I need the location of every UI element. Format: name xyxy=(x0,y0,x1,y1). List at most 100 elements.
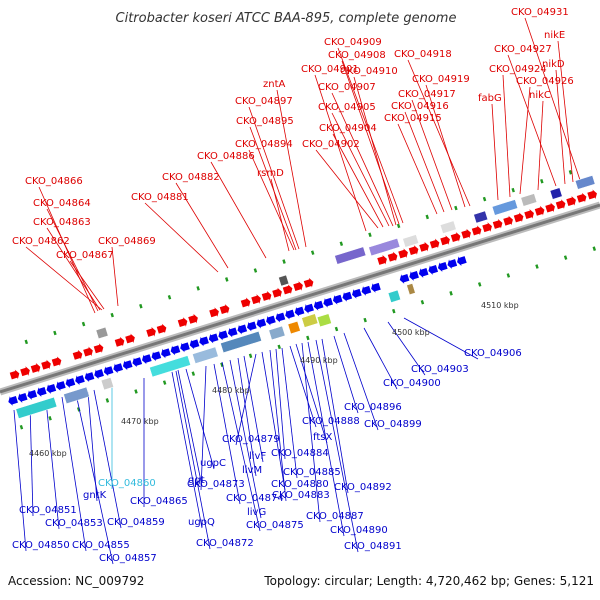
leader-line xyxy=(524,17,581,181)
minus-strand-gene xyxy=(313,300,324,311)
scale-tick xyxy=(334,326,339,332)
scale-tick xyxy=(48,416,52,421)
scale-tick xyxy=(363,317,367,323)
scale-label: 4510 kbp xyxy=(481,301,519,310)
scale-tick xyxy=(162,380,167,385)
scale-tick xyxy=(134,389,138,394)
gene-label: nikE xyxy=(544,30,565,41)
minus-strand-gene xyxy=(371,282,381,293)
leader-line xyxy=(276,89,307,248)
plus-strand-gene xyxy=(93,343,104,354)
scale-label: 4480 kbp xyxy=(212,386,250,395)
leader-line xyxy=(281,347,298,479)
minus-strand-gene xyxy=(361,285,372,296)
leader-line xyxy=(248,149,295,251)
scale-tick xyxy=(19,424,24,430)
gene-label: CKO_04907 xyxy=(318,82,376,93)
leader-line xyxy=(46,227,101,311)
feature-block xyxy=(406,283,416,296)
gene-label: livM xyxy=(242,465,262,476)
leader-line xyxy=(555,69,566,185)
scale-tick xyxy=(81,321,86,327)
plus-strand-gene xyxy=(146,327,156,337)
scale-tick xyxy=(477,282,482,287)
leader-line xyxy=(537,100,544,191)
gene-label: CKO_04903 xyxy=(411,364,469,375)
leader-line xyxy=(331,92,394,227)
plus-strand-gene xyxy=(51,356,62,367)
scale-label: 4490 kbp xyxy=(300,356,338,365)
scale-tick xyxy=(253,268,258,273)
gene-label: CKO_04896 xyxy=(344,402,402,413)
gene-label: CKO_04859 xyxy=(107,517,165,528)
leader-line xyxy=(337,47,404,224)
leader-line xyxy=(321,338,349,494)
plus-strand-gene xyxy=(30,363,41,373)
leader-line xyxy=(315,339,359,553)
scale-tick xyxy=(396,223,401,229)
gene-label: CKO_04891 xyxy=(344,541,402,552)
leader-line xyxy=(557,40,574,183)
scale-tick xyxy=(339,241,344,246)
scale-tick xyxy=(24,339,29,345)
scale-tick xyxy=(110,312,114,318)
gene-label: CKO_04864 xyxy=(33,198,91,209)
gene-label: CKO_04927 xyxy=(494,44,552,55)
gene-label: CKO_04857 xyxy=(99,553,157,564)
leader-line xyxy=(387,321,426,376)
feature-block xyxy=(268,325,286,341)
plus-strand-gene xyxy=(534,205,545,216)
feature-block xyxy=(278,274,290,287)
gene-label: CKO_04890 xyxy=(330,525,388,536)
scale-tick xyxy=(425,214,430,220)
scale-tick xyxy=(105,398,110,403)
gene-label: rsmD xyxy=(257,168,284,179)
gene-label: CKO_04918 xyxy=(394,49,452,60)
scale-tick xyxy=(306,335,310,341)
minus-strand-gene xyxy=(352,288,362,299)
scale-tick xyxy=(449,291,453,296)
scale-tick xyxy=(167,295,172,300)
plus-strand-gene xyxy=(566,196,576,206)
gene-label: CKO_04931 xyxy=(511,7,569,18)
minus-strand-gene xyxy=(65,378,76,388)
minus-strand-gene xyxy=(161,348,171,359)
leader-line xyxy=(261,351,286,491)
minus-strand-gene xyxy=(304,303,314,314)
gene-label: CKO_04875 xyxy=(246,520,304,531)
gene-label: nikD xyxy=(542,59,565,70)
gene-label: CKO_04855 xyxy=(72,540,130,551)
scale-tick xyxy=(511,187,515,193)
plus-strand-gene xyxy=(282,284,293,295)
plus-strand-gene xyxy=(545,202,555,213)
gene-label: fabG xyxy=(478,93,502,104)
scale-tick xyxy=(454,205,458,211)
leader-line xyxy=(314,74,367,232)
leader-line xyxy=(315,149,379,229)
gene-label: livF xyxy=(249,451,266,462)
gene-label: CKO_04917 xyxy=(398,89,456,100)
plus-strand-gene xyxy=(293,281,303,292)
scale-tick xyxy=(506,273,511,278)
minus-strand-gene xyxy=(113,363,123,374)
scale-tick xyxy=(535,264,539,269)
leader-line xyxy=(407,59,471,207)
gene-label: CKO_04904 xyxy=(319,123,377,134)
gene-label: CKO_04892 xyxy=(334,482,392,493)
leader-line xyxy=(13,409,27,552)
leader-line xyxy=(363,327,398,390)
minus-strand-gene xyxy=(323,297,334,308)
plus-strand-gene xyxy=(398,248,408,259)
gene-label: CKO_04866 xyxy=(25,176,83,187)
leader-line xyxy=(25,246,103,311)
scale-tick xyxy=(53,330,57,336)
gene-label: CKO_04924 xyxy=(489,64,547,75)
feature-block xyxy=(149,355,191,378)
leader-line xyxy=(200,365,207,491)
leader-line xyxy=(307,341,345,537)
leader-line xyxy=(177,369,203,487)
gene-label: CKO_04867 xyxy=(56,250,114,261)
scale-label: 4500 kbp xyxy=(392,328,430,337)
minus-strand-gene xyxy=(218,330,229,341)
